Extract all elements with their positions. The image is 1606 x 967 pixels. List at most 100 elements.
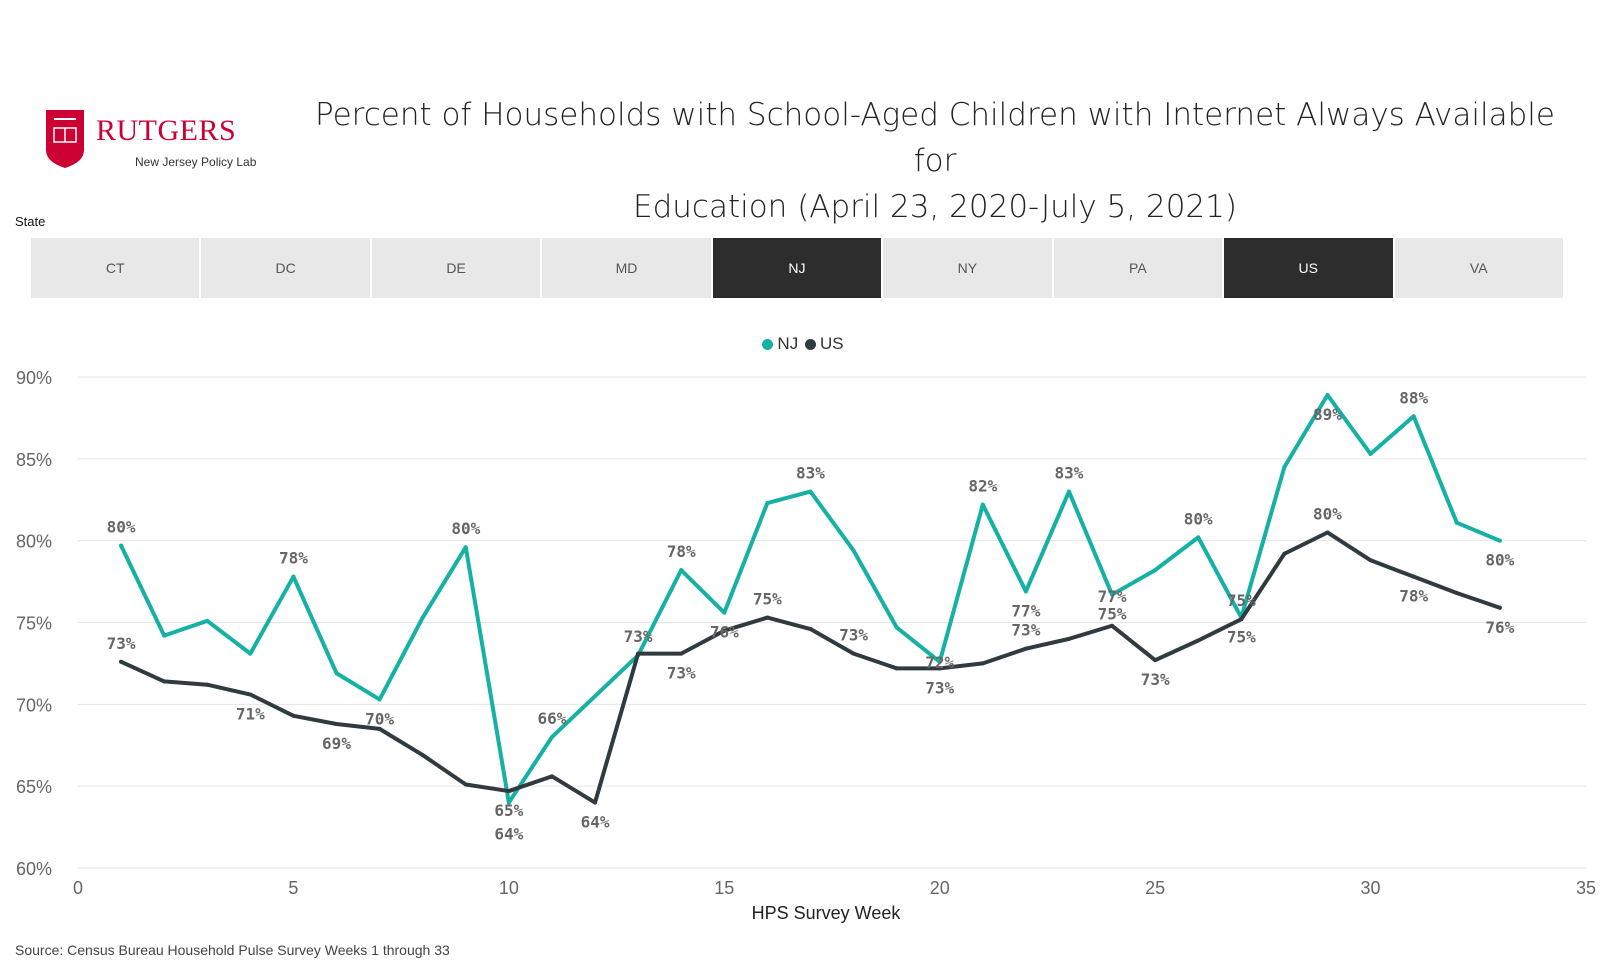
data-point-nj[interactable] [980, 502, 985, 507]
axis-layer: 60% 65% 70% 75% 80% 85% 90% 0 5 10 15 20 25 30 35 [16, 368, 1596, 898]
legend-item-us[interactable]: US [804, 334, 844, 354]
data-point-nj[interactable] [851, 548, 856, 553]
data-label-us: 69% [322, 734, 351, 753]
data-label-nj: 82% [968, 477, 997, 496]
data-point-us[interactable] [506, 789, 511, 794]
data-point-us[interactable] [162, 679, 167, 684]
data-point-us[interactable] [1153, 658, 1158, 663]
data-point-nj[interactable] [1454, 520, 1459, 525]
data-label-us: 80% [1313, 504, 1342, 523]
data-point-us[interactable] [679, 651, 684, 656]
data-label-nj: 70% [365, 709, 394, 728]
slicer-option-md[interactable]: MD [542, 238, 711, 298]
rutgers-logo [46, 110, 84, 168]
data-point-nj[interactable] [722, 610, 727, 615]
data-point-nj[interactable] [1368, 451, 1373, 456]
data-point-us[interactable] [1196, 638, 1201, 643]
data-point-nj[interactable] [808, 489, 813, 494]
data-point-us[interactable] [549, 774, 554, 779]
data-point-nj[interactable] [205, 618, 210, 623]
data-point-us[interactable] [291, 713, 296, 718]
data-point-us[interactable] [722, 628, 727, 633]
slicer-label: State [15, 214, 46, 229]
chart-title-line-1: Percent of Households with School-Aged C… [315, 97, 1555, 179]
data-point-us[interactable] [765, 615, 770, 620]
data-point-nj[interactable] [377, 697, 382, 702]
x-axis-title: HPS Survey Week [752, 903, 902, 923]
data-point-us[interactable] [1239, 617, 1244, 622]
data-label-nj: 89% [1313, 405, 1342, 424]
data-point-nj[interactable] [1110, 592, 1115, 597]
series-line-us[interactable] [119, 530, 1502, 805]
data-point-us[interactable] [377, 726, 382, 731]
data-point-nj[interactable] [1497, 538, 1502, 543]
data-point-us[interactable] [636, 651, 641, 656]
data-point-nj[interactable] [1023, 589, 1028, 594]
data-point-nj[interactable] [162, 633, 167, 638]
data-point-us[interactable] [463, 782, 468, 787]
data-point-us[interactable] [808, 627, 813, 632]
data-point-us[interactable] [248, 692, 253, 697]
data-point-us[interactable] [1110, 623, 1115, 628]
data-point-us[interactable] [1411, 574, 1416, 579]
data-label-us: 73% [839, 626, 868, 645]
chart-legend: NJ US [0, 334, 1606, 355]
x-tick-label: 5 [288, 878, 298, 898]
slicer-option-nj[interactable]: NJ [712, 238, 882, 298]
data-point-us[interactable] [420, 753, 425, 758]
slicer-option-de[interactable]: DE [371, 238, 541, 298]
data-label-nj: 73% [624, 627, 653, 646]
data-point-us[interactable] [937, 666, 942, 671]
data-point-us[interactable] [1368, 558, 1373, 563]
data-point-nj[interactable] [549, 735, 554, 740]
data-label-nj: 88% [1399, 388, 1428, 407]
data-point-us[interactable] [205, 682, 210, 687]
data-point-nj[interactable] [248, 651, 253, 656]
data-label-us: 65% [494, 801, 523, 820]
data-point-nj[interactable] [1153, 568, 1158, 573]
slicer-option-ct[interactable]: CT [31, 238, 200, 298]
data-point-nj[interactable] [119, 543, 124, 548]
legend-item-nj[interactable]: NJ [762, 334, 798, 354]
slicer-option-va[interactable]: VA [1394, 238, 1563, 298]
legend-dot-us [804, 338, 816, 350]
data-label-us: 78% [1399, 587, 1428, 606]
data-label-nj: 80% [1485, 551, 1514, 570]
data-point-nj[interactable] [679, 568, 684, 573]
data-point-nj[interactable] [593, 694, 598, 699]
data-point-nj[interactable] [463, 545, 468, 550]
slicer-option-dc[interactable]: DC [201, 238, 370, 298]
data-point-us[interactable] [851, 651, 856, 656]
data-point-us[interactable] [334, 721, 339, 726]
data-point-us[interactable] [1282, 551, 1287, 556]
data-point-nj[interactable] [291, 574, 296, 579]
data-point-us[interactable] [980, 661, 985, 666]
data-point-nj[interactable] [334, 671, 339, 676]
slicer-option-pa[interactable]: PA [1053, 238, 1223, 298]
slicer-option-us[interactable]: US [1224, 238, 1393, 298]
data-point-nj[interactable] [894, 625, 899, 630]
slicer-option-ny[interactable]: NY [883, 238, 1052, 298]
data-point-us[interactable] [1497, 605, 1502, 610]
data-label-nj: 77% [1011, 601, 1040, 620]
data-point-nj[interactable] [1066, 489, 1071, 494]
data-point-nj[interactable] [1325, 393, 1330, 398]
data-point-nj[interactable] [506, 800, 511, 805]
data-point-us[interactable] [1066, 636, 1071, 641]
data-point-us[interactable] [593, 800, 598, 805]
data-point-nj[interactable] [1196, 535, 1201, 540]
data-point-nj[interactable] [765, 501, 770, 506]
data-point-us[interactable] [1454, 591, 1459, 596]
y-tick-label: 85% [16, 450, 52, 470]
data-point-nj[interactable] [1411, 414, 1416, 419]
data-point-us[interactable] [1325, 530, 1330, 535]
data-point-nj[interactable] [937, 659, 942, 664]
data-label-nj: 66% [537, 709, 566, 728]
data-point-us[interactable] [894, 666, 899, 671]
data-point-nj[interactable] [420, 615, 425, 620]
data-label-us: 73% [1141, 670, 1170, 689]
data-point-us[interactable] [1023, 646, 1028, 651]
data-point-us[interactable] [119, 659, 124, 664]
data-point-nj[interactable] [1282, 465, 1287, 470]
